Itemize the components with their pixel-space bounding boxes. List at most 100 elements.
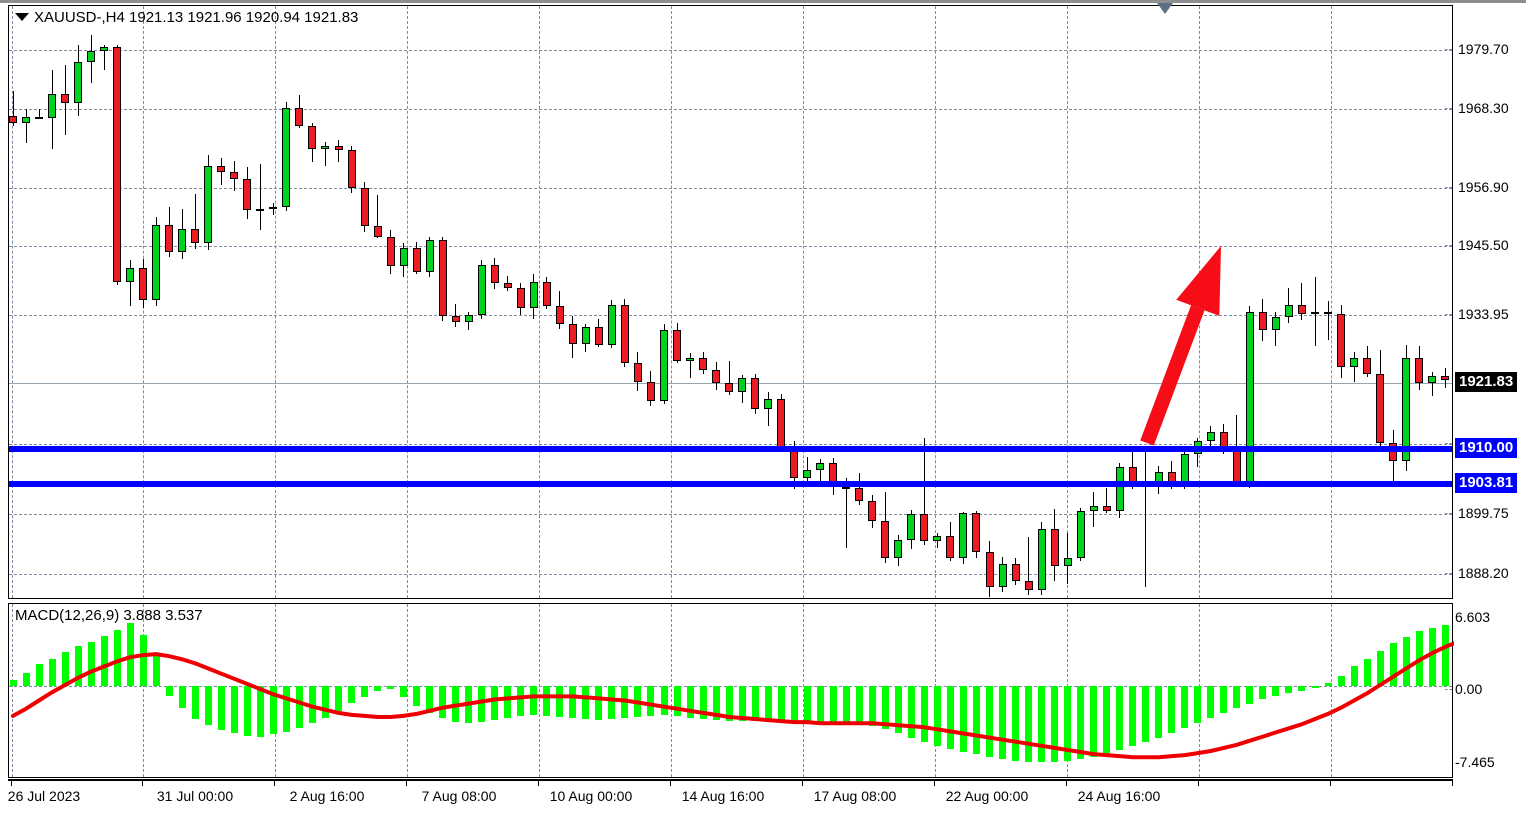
candle-body [946,536,955,558]
candlestick [907,6,916,598]
candlestick [946,6,955,598]
macd-panel[interactable]: MACD(12,26,9) 3.888 3.537 [8,603,1454,778]
candlestick [347,6,356,598]
macd-histogram-bar [1103,686,1111,755]
candle-body [269,207,278,210]
macd-time-gridline [539,604,540,777]
macd-axis-tick: 0.00 [1455,681,1483,697]
macd-histogram-bar [1350,666,1358,687]
candlestick [217,6,226,598]
sr-price-tag-1910.00[interactable]: 1910.00 [1455,438,1518,458]
candle-body [985,552,994,587]
macd-histogram-bar [790,686,798,724]
candlestick [816,6,825,598]
candlestick [139,6,148,598]
time-axis-rule [8,779,1453,781]
candlestick [842,6,851,598]
price-plot-area[interactable] [9,6,1452,598]
macd-histogram-bar [361,686,369,698]
time-axis-label: 26 Jul 2023 [7,788,81,804]
candle-body [48,94,57,118]
candlestick [607,6,616,598]
candle-body [933,536,942,541]
candle-body [751,378,760,410]
macd-histogram-bar [178,686,186,708]
macd-histogram-bar [126,623,134,687]
candle-body [1428,375,1437,383]
candlestick [230,6,239,598]
macd-histogram-bar [191,686,199,720]
macd-histogram-bar [530,686,538,715]
candlestick [529,6,538,598]
price-axis[interactable]: 1979.701968.301956.901945.501933.951911.… [1445,5,1526,599]
candlestick [1284,6,1293,598]
macd-histogram-bar [426,686,434,713]
macd-histogram-bar [1389,642,1397,687]
sr-price-tag-1903.81[interactable]: 1903.81 [1455,473,1518,493]
candlestick [1311,6,1319,598]
candle-wick [1301,283,1303,320]
candle-body [321,145,330,150]
price-chart-panel[interactable]: XAUUSD-,H4 1921.13 1921.96 1920.94 1921.… [8,5,1453,599]
macd-histogram-bar [803,686,811,724]
candle-wick [38,108,40,120]
candlestick [412,6,421,598]
macd-histogram-bar [986,686,993,758]
candle-body [1441,375,1450,381]
candle-body [1258,311,1267,331]
macd-histogram-bar [1038,686,1046,763]
macd-histogram-bar [751,686,759,722]
candle-body [1180,453,1189,484]
candle-body [204,166,213,243]
macd-histogram-bar [35,664,43,687]
candle-wick [259,163,261,231]
time-axis-tick [1066,779,1067,786]
candlestick [1050,6,1059,598]
candle-body [959,513,968,558]
candle-body [1050,529,1059,566]
candle-body [438,239,447,317]
macd-histogram-bar [100,635,108,687]
time-axis[interactable]: 26 Jul 2023 31 Jul 00:00 2 Aug 16:00 7 Aug … [8,779,1526,813]
macd-histogram-bar [582,686,590,720]
candle-body [1389,443,1398,461]
candle-body [100,47,109,51]
candle-body [1284,304,1293,318]
candlestick [1389,6,1398,598]
price-axis-tick: 1979.70 [1458,41,1509,57]
candlestick [1063,6,1072,598]
candle-body [295,107,304,127]
candlestick [686,6,695,598]
price-axis-tick: 1899.75 [1458,505,1509,521]
time-axis-label: 31 Jul 00:00 [156,788,234,804]
macd-histogram-bar [894,686,902,734]
candle-wick [1028,537,1030,595]
macd-axis[interactable]: 6.603 0.00 -7.465 [1445,603,1526,778]
price-gridline [9,109,1452,110]
time-axis-label: 17 Aug 08:00 [813,788,897,804]
candle-body [842,486,851,489]
candlestick [1258,6,1267,598]
candlestick [555,6,564,598]
macd-histogram-bar [1246,686,1254,704]
macd-histogram-bar [608,686,616,720]
triangle-down-icon[interactable] [15,13,29,22]
time-axis-label: 22 Aug 00:00 [945,788,1029,804]
candle-wick [689,352,691,379]
candlestick [568,6,577,598]
candlestick [61,6,70,598]
symbol-ohlc-label: XAUUSD-,H4 1921.13 1921.96 1920.94 1921.… [15,9,358,26]
candle-body [464,315,473,322]
candlestick [464,6,473,598]
time-gridline [1067,6,1068,598]
macd-time-gridline [407,604,408,777]
macd-histogram-bar [1402,636,1410,687]
price-axis-tick: 1956.90 [1458,179,1509,195]
support-resistance-line-1910.00[interactable] [9,446,1452,452]
macd-histogram-bar [230,686,238,734]
candlestick [1206,6,1215,598]
support-resistance-line-1903.81[interactable] [9,481,1452,487]
candlestick [1141,6,1150,598]
price-gridline [9,514,1452,515]
